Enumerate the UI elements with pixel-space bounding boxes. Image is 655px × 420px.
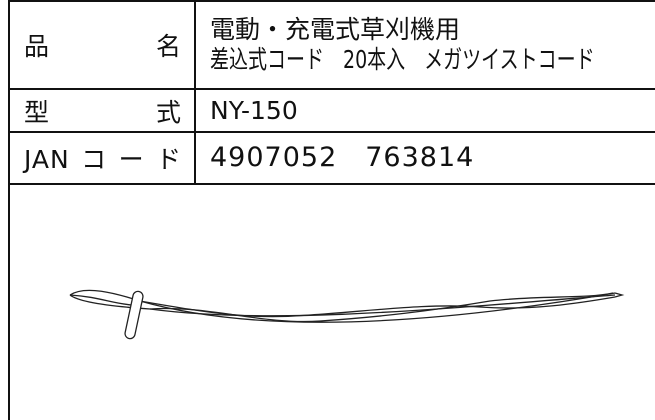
value-line: NY-150	[210, 95, 298, 125]
value-cell: NY-150	[210, 90, 655, 131]
spec-row: 品 名 電動・充電式草刈機用 差込式コード 20本入 メガツイストコード	[10, 2, 655, 90]
value-cell: 電動・充電式草刈機用 差込式コード 20本入 メガツイストコード	[210, 2, 655, 88]
label: 品 名	[24, 32, 182, 61]
value-line: 差込式コード 20本入 メガツイストコード	[210, 45, 595, 74]
label-cell: 型 式	[10, 90, 196, 131]
value-cell: 4907052 763814	[210, 133, 655, 183]
value-line: 電動・充電式草刈機用	[210, 15, 461, 44]
page: 品 名 電動・充電式草刈機用 差込式コード 20本入 メガツイストコード 型 式…	[8, 0, 655, 420]
label-cell: 品 名	[10, 2, 196, 88]
spec-sheet: 品 名 電動・充電式草刈機用 差込式コード 20本入 メガツイストコード 型 式…	[8, 0, 655, 420]
label: JANコード	[24, 145, 182, 174]
label-cell: JANコード	[10, 133, 196, 183]
cord-strand	[139, 296, 616, 318]
cord-end	[614, 292, 625, 298]
spec-row: 型 式 NY-150	[10, 90, 655, 133]
cord-ring	[124, 290, 144, 340]
cord-strand	[149, 292, 614, 323]
spec-row: JANコード 4907052 763814	[10, 133, 655, 185]
value-line: 4907052 763814	[210, 142, 475, 173]
label: 型 式	[24, 97, 182, 127]
cord-strand	[69, 294, 133, 306]
cord-illustration	[69, 289, 625, 340]
cord-strand	[69, 289, 616, 323]
